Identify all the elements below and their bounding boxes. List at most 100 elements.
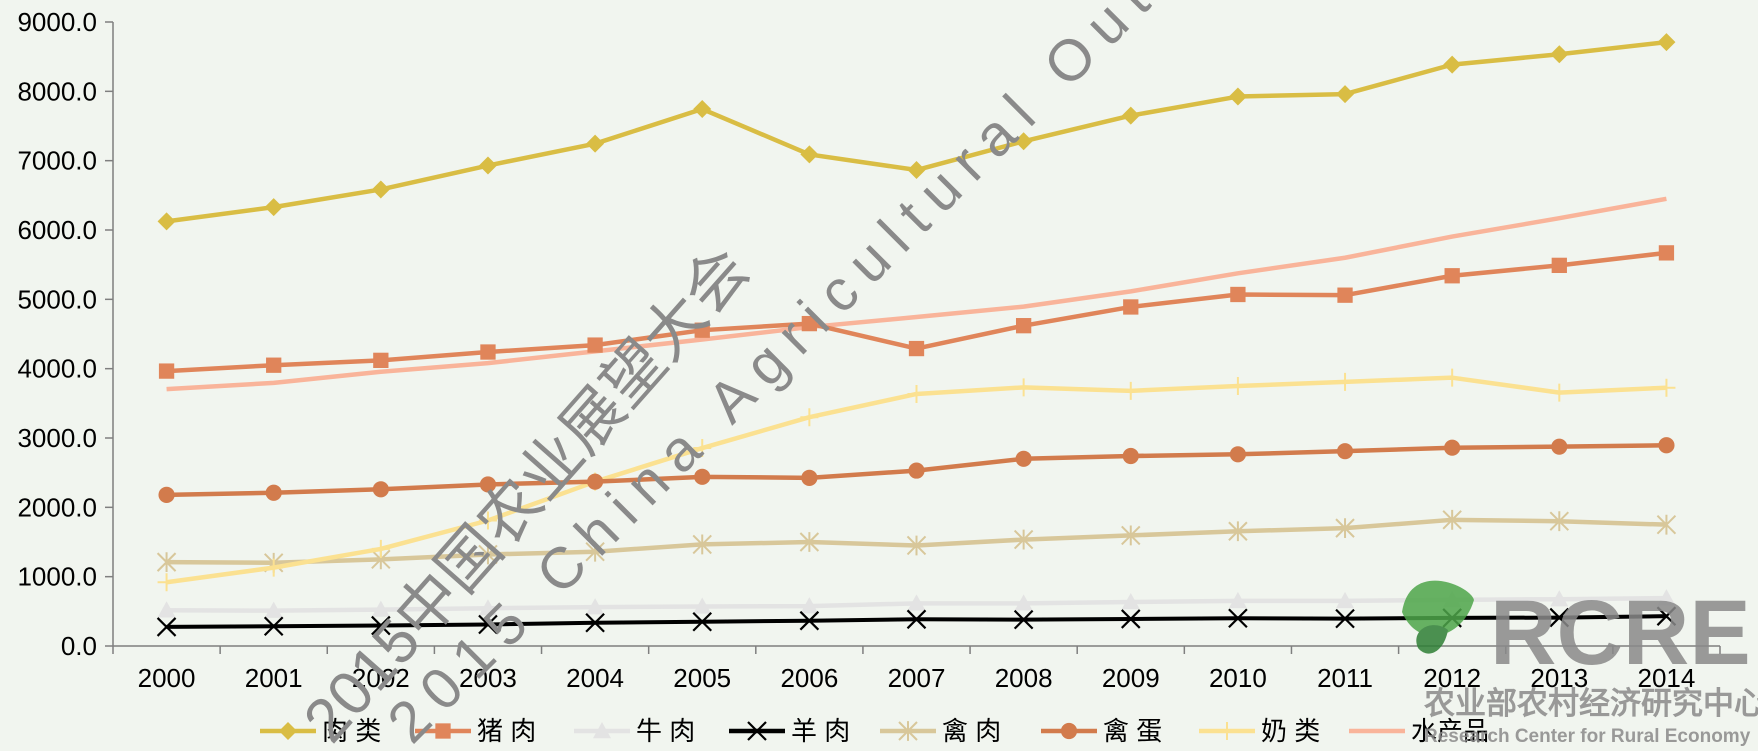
legend-item: 肉 类 [260, 716, 381, 746]
data-point [908, 340, 925, 357]
data-point [586, 598, 605, 615]
data-point [1656, 514, 1677, 535]
data-point [898, 721, 918, 741]
data-point [587, 473, 604, 490]
leaf-icon-small [1416, 625, 1448, 654]
data-point [1658, 245, 1675, 261]
data-point [1657, 378, 1676, 397]
data-point [586, 134, 605, 153]
data-point [373, 352, 389, 368]
legend-item: 水产品 [1349, 716, 1489, 746]
data-point [158, 486, 175, 503]
data-point [907, 594, 926, 611]
data-point [801, 469, 818, 486]
data-point [480, 344, 496, 360]
data-point [694, 322, 710, 338]
series-7 [166, 196, 1667, 392]
y-tick-label: 4000.0 [17, 354, 97, 384]
data-point [158, 363, 175, 379]
x-tick-label: 2003 [459, 663, 517, 693]
data-point [1335, 608, 1355, 629]
legend-label: 奶 类 [1261, 716, 1320, 746]
x-tick-label: 2014 [1638, 663, 1696, 693]
legend-label: 肉 类 [322, 716, 381, 746]
data-point [1549, 607, 1570, 628]
data-point [1015, 318, 1032, 334]
data-point [156, 552, 177, 573]
data-point [371, 615, 391, 636]
data-point [799, 532, 820, 552]
data-point [1551, 257, 1567, 274]
y-tick-label: 3000.0 [17, 423, 97, 453]
data-point [1123, 299, 1139, 315]
data-point [692, 534, 712, 555]
data-point [906, 535, 927, 556]
legend-label: 羊 肉 [791, 716, 850, 746]
legend-item: 奶 类 [1199, 716, 1320, 746]
data-point [478, 599, 497, 616]
data-point [593, 722, 611, 739]
data-point [372, 481, 389, 498]
data-point [1121, 592, 1140, 610]
y-tick-label: 9000.0 [17, 7, 97, 37]
data-point [264, 601, 283, 618]
series-5 [158, 437, 1675, 503]
data-point [800, 408, 819, 427]
x-tick-label: 2012 [1423, 663, 1481, 693]
data-point [1230, 286, 1246, 303]
data-point [587, 337, 603, 353]
data-point [1228, 591, 1247, 609]
data-point [1550, 590, 1569, 607]
series-4 [156, 509, 1677, 573]
legend-label: 水产品 [1411, 716, 1489, 746]
data-point [1657, 589, 1676, 606]
data-point [1229, 446, 1246, 463]
data-point [1335, 518, 1355, 539]
data-point [1121, 106, 1140, 125]
x-tick-label: 2008 [995, 663, 1053, 693]
logo-subtitle-cn: 农业部农村经济研究中心 [1424, 686, 1758, 721]
data-point [1122, 447, 1139, 465]
series-0 [157, 33, 1676, 231]
data-point [157, 212, 176, 231]
data-point [1444, 439, 1461, 456]
data-point [1228, 608, 1248, 629]
data-point [1656, 606, 1677, 626]
data-point [1444, 268, 1460, 284]
rcre-logo: RCRE 农业部农村经济研究中心 Research Center for Rur… [1402, 580, 1758, 747]
data-point [1336, 591, 1355, 609]
data-point [1015, 450, 1032, 467]
data-point [1121, 381, 1140, 400]
data-point [908, 462, 925, 479]
data-point [371, 600, 390, 617]
data-point [1337, 287, 1353, 303]
data-point [1336, 372, 1355, 391]
series-layer [156, 33, 1677, 637]
x-tick-label: 2013 [1530, 663, 1588, 693]
data-point [585, 612, 605, 633]
data-point [1442, 509, 1462, 530]
data-point [1120, 609, 1141, 629]
data-point [800, 145, 819, 164]
data-point [157, 573, 176, 592]
logo-subtitle-en: Research Center for Rural Economy [1424, 726, 1751, 746]
data-point [1228, 377, 1247, 395]
data-point [747, 721, 767, 741]
data-point [585, 541, 605, 562]
data-point [694, 468, 711, 485]
chart-axes: 0.0 1000.0 2000.0 3000.0 4000.0 5000.0 6000.0 7… [17, 7, 1721, 693]
data-point [907, 161, 926, 180]
x-tick-label: 2004 [566, 663, 624, 693]
x-tick-label: 2000 [138, 663, 196, 693]
data-point [799, 610, 820, 631]
data-point [1014, 132, 1033, 151]
data-point [1013, 609, 1034, 630]
data-point [1014, 594, 1033, 611]
data-point [1658, 437, 1675, 454]
legend-label: 禽 肉 [942, 716, 1001, 746]
data-point [1551, 438, 1568, 455]
x-tick-label: 2006 [780, 663, 838, 693]
data-point [266, 357, 282, 373]
data-point [478, 614, 498, 635]
